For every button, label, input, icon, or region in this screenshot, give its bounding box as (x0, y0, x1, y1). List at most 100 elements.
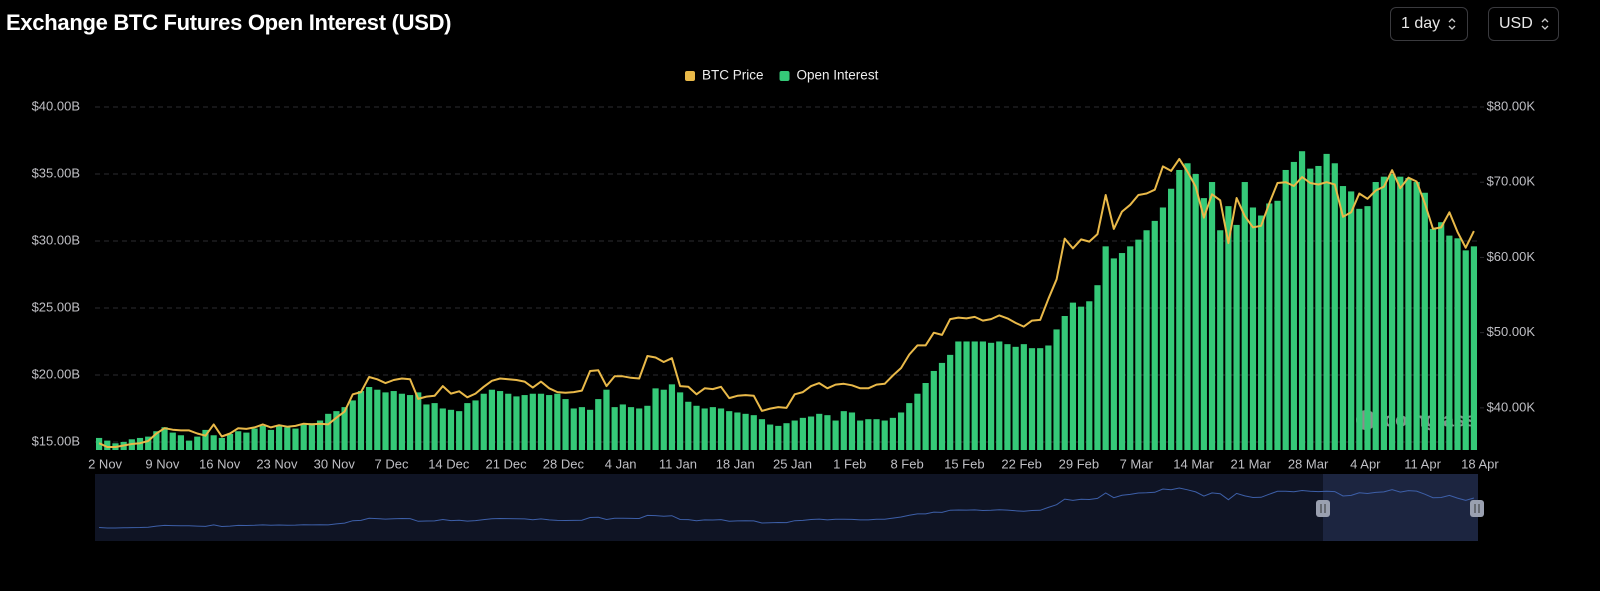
bar (1061, 316, 1068, 450)
bar (1102, 246, 1109, 450)
bar (1315, 165, 1322, 450)
bar (938, 362, 946, 450)
bar (292, 428, 299, 450)
bar (120, 441, 127, 450)
bar (791, 420, 798, 450)
bar (472, 400, 479, 450)
bar (1225, 206, 1232, 450)
bar (496, 391, 504, 450)
bar (112, 443, 119, 450)
bar (226, 433, 234, 450)
bar (1380, 176, 1387, 450)
bar (1168, 188, 1175, 450)
x-tick-label: 14 Mar (1173, 456, 1214, 471)
chevron-icon (1448, 18, 1456, 30)
x-tick-label: 18 Jan (716, 456, 755, 471)
y-tick-label: $20.00B (32, 366, 80, 381)
bar (1151, 220, 1158, 450)
bar (1462, 250, 1469, 450)
bar (799, 417, 806, 450)
bar (1020, 344, 1027, 450)
bar (521, 395, 528, 450)
x-tick-label: 15 Feb (944, 456, 984, 471)
bar (783, 423, 790, 450)
bar (1405, 178, 1412, 450)
bar (276, 425, 283, 450)
bar (603, 389, 610, 450)
bar (767, 424, 774, 450)
x-tick-label: 21 Dec (485, 456, 527, 471)
bar (456, 411, 463, 450)
bar (1413, 182, 1420, 450)
bar (218, 437, 225, 450)
y-tick-label: $35.00B (32, 165, 80, 180)
bar (104, 440, 111, 450)
bar (1421, 192, 1428, 450)
bar (717, 408, 725, 450)
handle-body (1316, 500, 1330, 517)
x-tick-label: 28 Dec (543, 456, 585, 471)
y2-tick-label: $70.00K (1487, 174, 1536, 189)
bar (1094, 285, 1101, 450)
bar (668, 384, 676, 450)
bar (947, 354, 954, 450)
legend-label: BTC Price (702, 68, 764, 83)
bar (1372, 182, 1379, 450)
bar (488, 389, 495, 450)
interval-select[interactable]: 1 day (1390, 7, 1468, 41)
bar (1069, 302, 1077, 450)
bar (398, 393, 405, 450)
price-line (98, 157, 1475, 448)
bar (415, 392, 422, 450)
y2-tick-label: $80.00K (1487, 98, 1536, 113)
bar (1078, 306, 1085, 450)
bar (1429, 228, 1437, 450)
bar (595, 399, 602, 450)
bar (1127, 246, 1134, 450)
navigator-handle[interactable] (1316, 500, 1330, 517)
bar (374, 389, 381, 450)
y-tick-label: $30.00B (32, 232, 80, 247)
bar (406, 395, 414, 450)
bar (308, 423, 315, 450)
bar (1397, 176, 1404, 450)
bar (1266, 203, 1273, 450)
watermark-logo (1356, 410, 1376, 430)
bar (1045, 345, 1052, 450)
x-tick-label: 8 Feb (890, 456, 923, 471)
x-tick-label: 14 Dec (428, 456, 470, 471)
bar (390, 391, 397, 450)
bar (1356, 208, 1363, 450)
bar (1143, 230, 1150, 450)
bar (636, 408, 643, 450)
bar (750, 415, 757, 450)
bar (464, 403, 471, 450)
x-tick-label: 22 Feb (1001, 456, 1041, 471)
bar (1208, 182, 1216, 450)
bar (251, 428, 258, 450)
navigator-handle[interactable] (1470, 500, 1484, 517)
bar (1298, 151, 1306, 450)
bar (145, 436, 152, 450)
x-tick-label: 28 Mar (1288, 456, 1329, 471)
x-tick-label: 29 Feb (1059, 456, 1099, 471)
legend-swatch (685, 71, 695, 81)
bar (1233, 224, 1240, 450)
bar (1217, 230, 1224, 450)
currency-select[interactable]: USD (1488, 7, 1559, 41)
bar (325, 413, 332, 450)
y-tick-label: $40.00B (32, 98, 80, 113)
bar (1086, 301, 1093, 450)
bar (366, 387, 373, 450)
handle-grip (1474, 504, 1480, 513)
x-tick-label: 11 Apr (1404, 456, 1441, 471)
bar (243, 432, 250, 450)
bar (963, 341, 970, 450)
bar (1135, 239, 1142, 450)
bar (235, 431, 242, 450)
bar (586, 409, 594, 450)
x-tick-label: 16 Nov (199, 456, 241, 471)
x-tick-label: 18 Apr (1461, 456, 1499, 471)
bar (128, 439, 135, 450)
bar (505, 393, 512, 450)
